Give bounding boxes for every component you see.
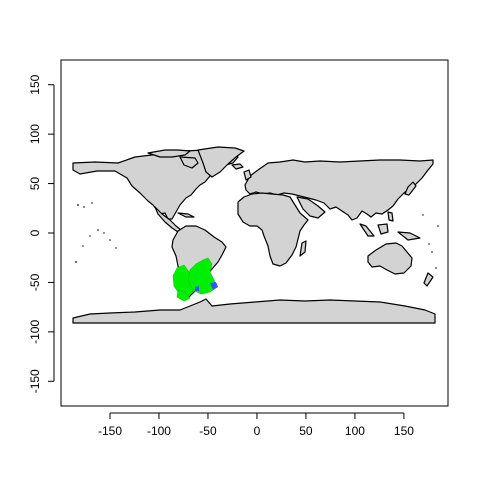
x-axis: -150 -100 -50 0 50 100 150 [98,412,414,438]
range-patch-green-south [176,289,191,302]
landmass-antarctica [72,298,436,324]
y-tick-label: 0 [28,229,42,236]
y-axis: 150 100 50 0 -50 -100 -150 [28,74,55,393]
plot-frame [60,59,449,407]
landmass-british-isles [243,169,252,181]
landmass-borneo [377,223,389,235]
landmass-africa [237,192,309,267]
y-tick-label: 100 [28,124,42,144]
landmass-arabia [296,196,326,219]
small-islands [75,202,439,269]
x-tick-label: -150 [98,424,122,438]
x-tick-label: -100 [147,424,171,438]
landmass-philippines [387,211,394,222]
range-patch-blue-small [195,286,199,291]
y-tick-label: -50 [28,273,42,291]
landmass-new-zealand [423,272,434,287]
land-layer [72,146,436,324]
x-tick-label: -50 [199,424,217,438]
x-tick-label: 150 [394,424,414,438]
landmass-new-guinea [397,231,421,241]
y-tick-label: -100 [28,320,42,344]
y-tick-label: 50 [28,177,42,191]
x-tick-label: 50 [299,424,313,438]
y-tick-label: -150 [28,369,42,393]
landmass-cuba [177,212,195,218]
landmass-sumatra [359,223,375,237]
highlighted-range-patagonia [172,257,218,302]
landmass-arctic-islands [147,149,191,158]
landmass-japan [404,181,417,196]
x-tick-label: 100 [345,424,365,438]
landmass-baffin [179,156,199,169]
range-patch-blue [210,282,218,290]
landmass-australia [367,242,413,275]
x-tick-label: 0 [254,424,261,438]
y-tick-label: 150 [28,74,42,94]
landmass-madagascar [299,240,307,257]
landmass-eurasia [244,159,434,221]
landmass-greenland [197,146,245,178]
landmass-iceland [231,163,244,170]
range-patch-green-west [172,264,196,297]
range-patch-green-east [187,257,218,295]
